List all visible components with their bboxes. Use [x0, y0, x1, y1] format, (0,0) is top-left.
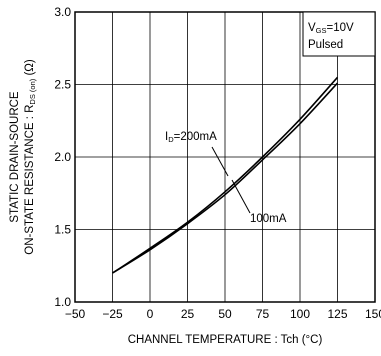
y-axis-title: STATIC DRAIN-SOURCE ON-STATE RESISTANCE … [9, 59, 37, 255]
y-axis-title-line1: STATIC DRAIN-SOURCE [9, 91, 21, 223]
y-tick-label: 1.5 [54, 223, 71, 237]
x-tick-label: 75 [256, 307, 270, 321]
y-axis-title-line2: ON-STATE RESISTANCE : RDS (on) (Ω) [24, 59, 37, 255]
x-tick-label: 100 [290, 307, 310, 321]
plot-frame [74, 11, 376, 303]
conditions-pulsed: Pulsed [308, 39, 343, 51]
x-tick-label: 0 [147, 307, 154, 321]
conditions-vgs: VGS=10V [308, 22, 354, 35]
x-tick-labels: −50 −25 0 25 50 75 100 125 150 [65, 307, 381, 321]
series-leader-100ma [231, 179, 251, 214]
x-tick-label: 50 [218, 307, 232, 321]
series-curves [112, 76, 339, 274]
x-axis-title: CHANNEL TEMPERATURE : Tch (°C) [128, 334, 323, 346]
series-line-200ma [112, 76, 339, 274]
series-leader-200ma [211, 146, 229, 177]
y-tick-label: 3.0 [54, 5, 71, 19]
y-tick-label: 2.0 [54, 150, 71, 164]
x-tick-label: −25 [102, 307, 123, 321]
series-line-100ma [112, 82, 339, 274]
x-tick-label: 25 [181, 307, 195, 321]
conditions-box [302, 11, 376, 57]
x-tick-label: 150 [365, 307, 381, 321]
y-tick-labels: 1.0 1.5 2.0 2.5 3.0 [54, 5, 71, 309]
y-tick-label: 2.5 [54, 78, 71, 92]
x-tick-label: 125 [327, 307, 347, 321]
y-tick-label: 1.0 [54, 295, 71, 309]
series-label-100ma: 100mA [250, 213, 287, 225]
series-label-200ma: ID=200mA [165, 131, 217, 144]
x-tick-label: −50 [65, 307, 86, 321]
